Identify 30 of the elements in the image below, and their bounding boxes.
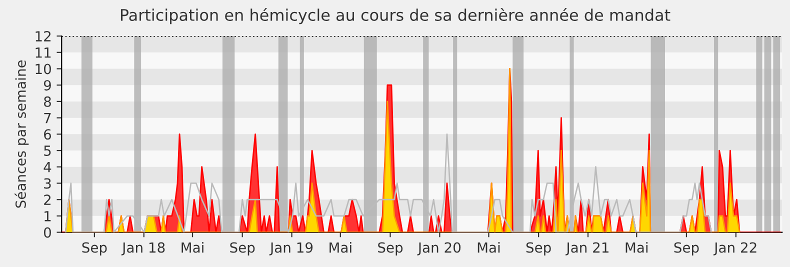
line-series [64,133,712,232]
x-tick-label: Mai [478,242,500,253]
x-tick-label: Sep [378,242,403,256]
x-tick-label: Sep [82,242,107,256]
y-tick-label: 6 [44,129,52,140]
y-tick-label: 9 [44,80,51,91]
x-tick-label: Sep [526,242,551,256]
x-tick-label: Jan 18 [121,242,165,256]
x-tick-label: Mai [182,242,204,253]
chart-title: Participation en hémicycle au cours de sa dernière année de mandat [120,8,670,24]
y-tick-label: 11 [36,48,51,58]
x-tick-label: Jan 20 [417,242,461,256]
x-tick-label: Jan 19 [269,242,313,256]
x-tick-label: Mai [626,242,648,253]
x-tick-label: Sep [230,242,255,256]
y-tick-label: 4 [44,162,52,172]
x-tick-label: Mai [330,242,352,253]
x-tick-label: Jan 21 [566,242,608,256]
y-tick-label: 2 [44,194,51,205]
y-axis-title: Séances par semaine [14,60,29,208]
y-tick-label: 3 [44,178,51,189]
y-tick-label: 0 [44,227,51,238]
y-tick-label: 1 [44,211,51,222]
y-tick-label: 12 [36,31,51,42]
y-tick-label: 10 [36,64,51,74]
y-tick-label: 8 [44,96,51,107]
x-tick-label: Sep [674,242,699,256]
y-tick-label: 7 [44,112,51,124]
x-tick-label: Jan 22 [713,242,756,256]
y-tick-label: 5 [44,146,51,156]
